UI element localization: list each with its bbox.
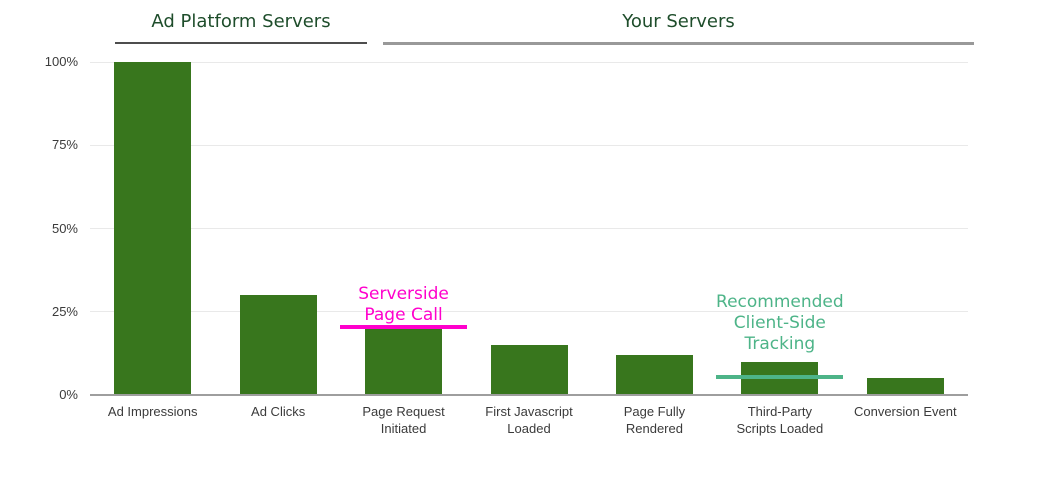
y-tick-label: 75%	[51, 137, 78, 153]
y-tick-label: 25%	[51, 303, 78, 319]
annotation-marker-line	[340, 324, 468, 329]
group-header-your-servers: Your Servers	[622, 11, 735, 32]
gridline	[90, 61, 968, 63]
y-tick-label: 50%	[51, 220, 78, 236]
x-axis-label: Page Fully Rendered	[623, 404, 686, 436]
group-header-underline-left	[115, 42, 367, 44]
annotation-label: Serverside Page Call	[358, 284, 449, 325]
x-axis-label: Conversion Event	[853, 404, 957, 419]
bar	[114, 62, 192, 395]
gridline	[90, 311, 968, 313]
x-axis-label: First Javascript Loaded	[485, 404, 573, 436]
bar	[490, 345, 568, 395]
y-tick-label: 100%	[44, 54, 78, 69]
annotation-marker-line	[716, 375, 844, 380]
bar	[615, 355, 693, 395]
gridline	[90, 228, 968, 229]
group-header-underline-right	[383, 42, 974, 45]
x-axis-line	[90, 394, 968, 396]
bar	[239, 295, 317, 395]
y-tick-label: 0%	[59, 387, 78, 402]
group-header-ad-platform-servers: Ad Platform Servers	[151, 11, 331, 32]
bar	[866, 378, 944, 395]
x-axis-label: Ad Impressions	[107, 404, 198, 419]
x-axis-label: Page Request Initiated	[362, 404, 445, 436]
annotation-label: Recommended Client-Side Tracking	[716, 292, 844, 354]
x-axis-label: Ad Clicks	[251, 404, 306, 419]
gridline	[90, 144, 968, 146]
x-axis-label: Third-Party Scripts Loaded	[736, 404, 824, 436]
bar	[365, 328, 443, 395]
